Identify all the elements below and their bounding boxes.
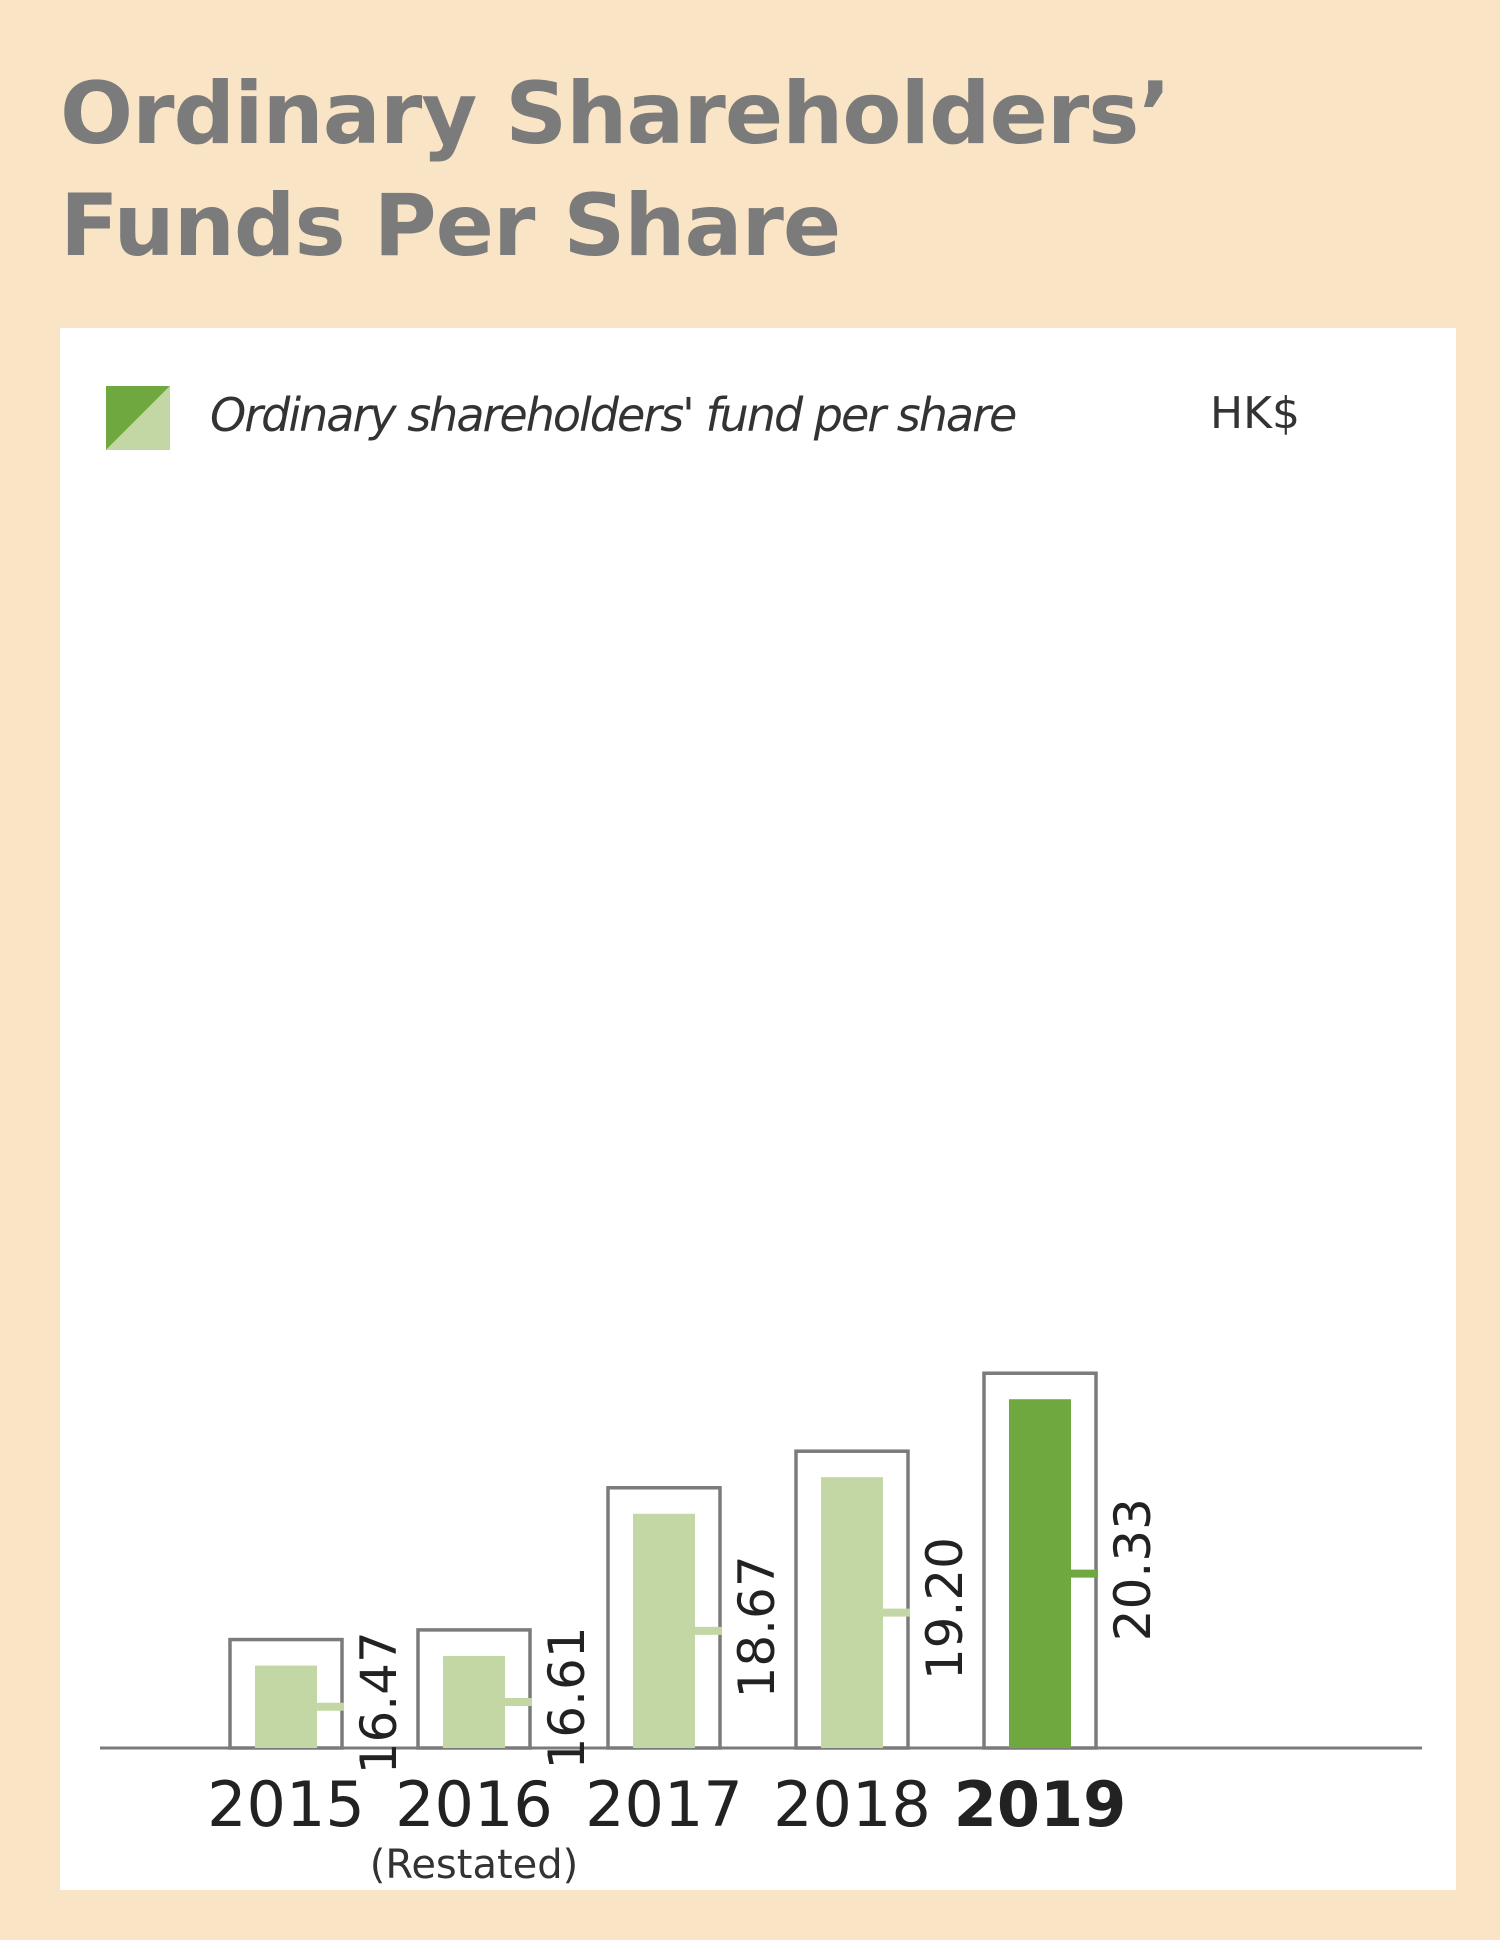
x-tick-label-2017: 2017: [585, 1768, 743, 1841]
data-label-2019: 20.33: [1104, 1498, 1162, 1641]
legend-swatch-light: [106, 386, 170, 450]
chart-panel: Ordinary shareholders' fund per share HK…: [60, 328, 1456, 1890]
x-tick-note-2016: (Restated): [370, 1842, 579, 1888]
data-label-2015: 16.47: [350, 1631, 408, 1774]
x-tick-label-2018: 2018: [773, 1768, 931, 1841]
x-tick-label-2016: 2016: [395, 1768, 553, 1841]
bar-2016: [443, 1655, 505, 1748]
bar-2019: [1009, 1399, 1071, 1748]
bar-2015: [255, 1665, 317, 1748]
data-label-2017: 18.67: [728, 1555, 786, 1698]
bar-2018: [821, 1477, 883, 1748]
x-tick-label-2019: 2019: [954, 1768, 1127, 1841]
data-label-2016: 16.61: [538, 1626, 596, 1769]
x-tick-label-2015: 2015: [207, 1768, 365, 1841]
unit-label: HK$: [1210, 388, 1300, 439]
data-label-2018: 19.20: [916, 1537, 974, 1680]
bar-2017: [633, 1513, 695, 1748]
legend-swatch: [106, 386, 170, 450]
chart-title: Ordinary Shareholders’ Funds Per Share: [60, 64, 1171, 276]
legend-label: Ordinary shareholders' fund per share: [210, 388, 1017, 442]
